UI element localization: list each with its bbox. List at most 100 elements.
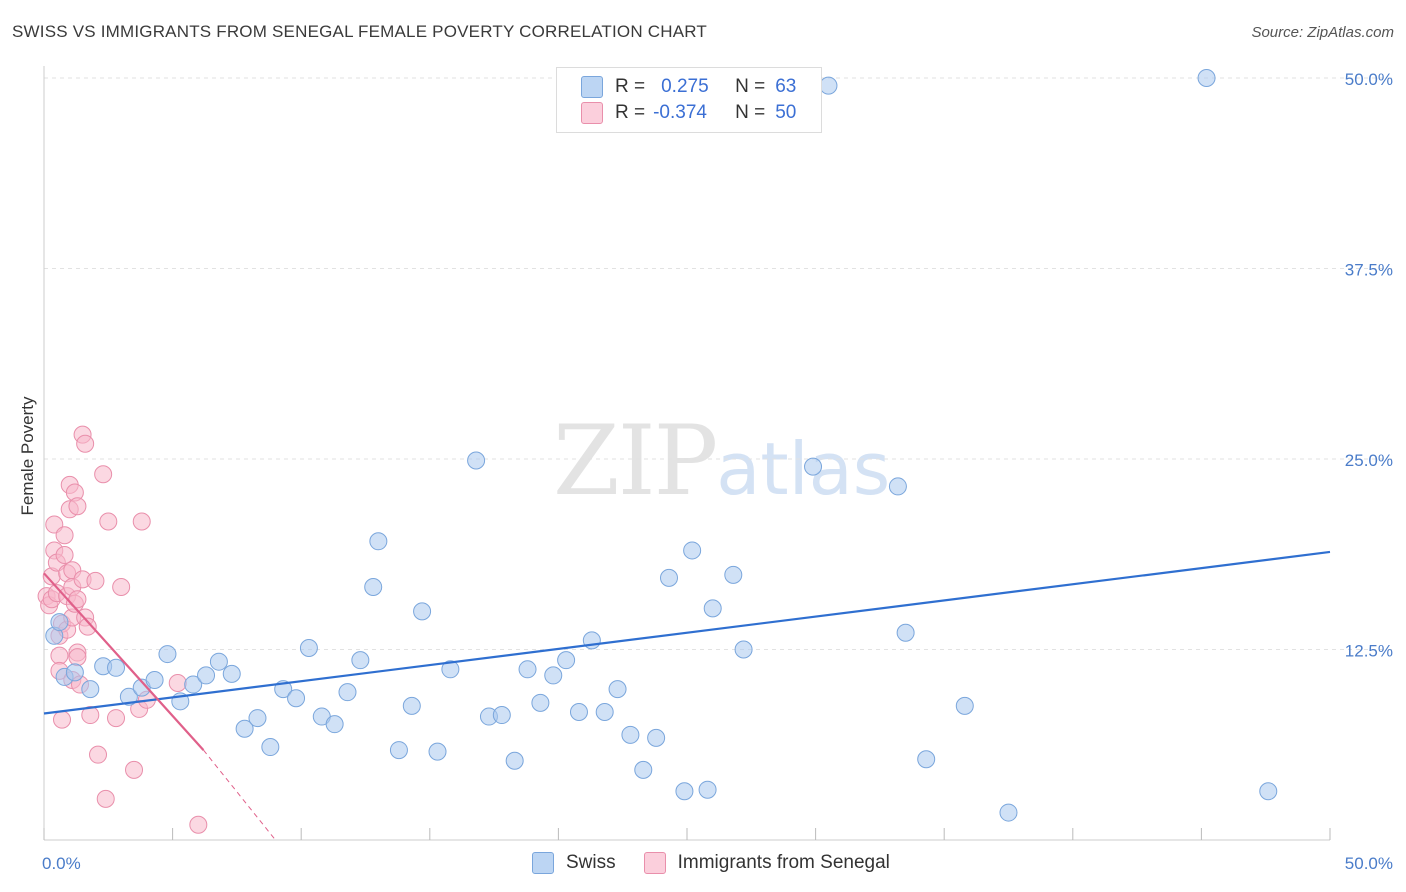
r-value: 0.275 [661,76,709,97]
senegal-point [86,571,105,590]
swiss-point [325,715,344,734]
swiss-point [621,725,640,744]
swiss-point [608,680,627,699]
swiss-point [107,658,126,677]
swiss-trendline [43,550,1331,715]
swiss-point [999,803,1018,822]
senegal-point [68,648,87,667]
swiss-swatch [532,852,554,874]
swiss-point [492,706,511,725]
legend-item-swiss: Swiss [532,852,616,874]
n-value: 50 [775,102,797,123]
senegal-point [96,789,115,808]
senegal-point [53,710,72,729]
senegal-point [55,546,74,565]
swiss-point [675,782,694,801]
swiss-point [467,451,486,470]
senegal-point [78,617,97,636]
swiss-point [1197,69,1216,87]
swiss-point [428,742,447,761]
y-tick-label: 37.5% [1345,261,1393,280]
chart-title: SWISS VS IMMIGRANTS FROM SENEGAL FEMALE … [12,22,708,41]
senegal-point [189,815,208,834]
senegal-point [68,590,87,609]
swiss-swatch [581,76,603,98]
swiss-point [917,750,936,769]
senegal-point [76,434,95,453]
senegal-point [112,578,131,597]
swiss-point [955,696,974,715]
swiss-point [184,675,203,694]
swiss-point [299,638,318,657]
swiss-point [698,780,717,799]
senegal-point [81,706,100,725]
swiss-point [369,532,388,551]
swiss-point [364,578,383,597]
watermark-zip: ZIP [553,405,718,517]
swiss-point [413,602,432,621]
swiss-point [557,651,576,670]
swiss-point [351,651,370,670]
swiss-point [634,760,653,779]
legend-label-swiss: Swiss [566,852,616,873]
r-label: R = [615,102,646,123]
senegal-point [68,497,87,516]
legend-label-senegal: Immigrants from Senegal [677,852,890,873]
watermark-atlas: atlas [716,427,891,511]
senegal-swatch [643,852,666,874]
swiss-point [544,666,563,685]
swiss-point [1259,782,1278,801]
x-tick-label: 50.0% [1345,854,1393,873]
swiss-point [441,660,460,679]
senegal-point [99,512,118,531]
swiss-point [197,666,216,685]
swiss-point [235,719,254,738]
r-label: R = [615,76,646,97]
y-tick-label: 50.0% [1345,70,1393,89]
senegal-point [55,526,74,545]
swiss-point [50,613,69,632]
legend-item-senegal: Immigrants from Senegal [643,852,890,874]
swiss-point [888,477,907,496]
swiss-point [647,728,666,747]
senegal-swatch [581,102,603,124]
swiss-point [402,696,421,715]
swiss-point [724,565,743,584]
n-value: 63 [775,76,797,97]
swiss-point [261,738,280,757]
swiss-point [158,645,177,664]
swiss-point [703,599,722,618]
swiss-point [734,640,753,659]
x-tick-label: 0.0% [42,854,81,873]
swiss-point [518,660,537,679]
swiss-point [683,541,702,560]
swiss-point [389,741,408,760]
senegal-point [50,646,69,665]
swiss-point [595,702,614,721]
n-label: N = [735,76,766,97]
senegal-point [168,674,187,693]
senegal-trendline [43,572,205,751]
swiss-point [819,76,838,95]
n-label: N = [735,102,766,123]
swiss-point [287,689,306,708]
swiss-point [569,702,588,721]
swiss-point [65,663,84,682]
swiss-point [505,751,524,770]
swiss-point [531,693,550,712]
r-value: -0.374 [653,102,707,123]
senegal-point [94,465,113,484]
swiss-point [145,670,164,689]
swiss-point [896,623,915,642]
swiss-point [804,457,823,476]
swiss-point [248,709,267,728]
swiss-point [119,687,138,706]
series-legend: Swiss Immigrants from Senegal [532,852,918,874]
source-label: Source: ZipAtlas.com [1251,24,1394,41]
swiss-point [659,568,678,587]
swiss-point [222,664,241,683]
y-tick-label: 12.5% [1345,642,1393,661]
swiss-point [209,652,228,671]
senegal-point [132,512,151,531]
